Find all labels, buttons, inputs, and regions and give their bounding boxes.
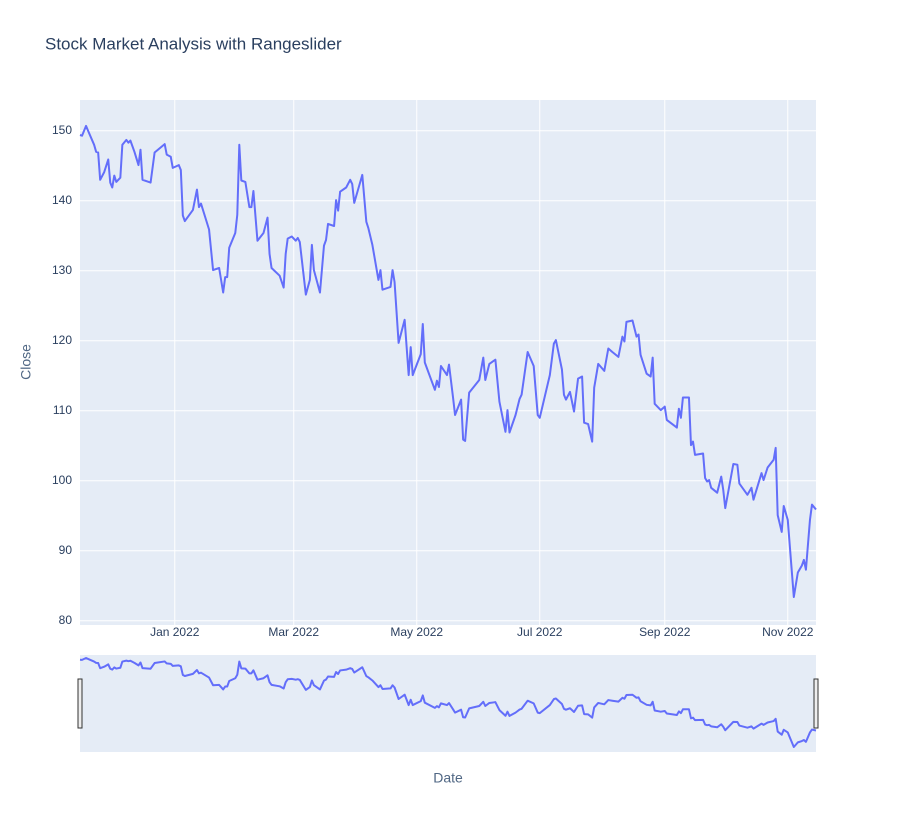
y-tick-label: 100 bbox=[52, 473, 72, 487]
line bbox=[79, 124, 817, 598]
x-tick-label: Jan 2022 bbox=[150, 625, 200, 639]
x-tick-label: Mar 2022 bbox=[268, 625, 319, 639]
y-tick-label: 80 bbox=[59, 613, 73, 627]
y-tick-label: 110 bbox=[53, 403, 72, 417]
rangeslider-handle[interactable] bbox=[77, 678, 83, 729]
rangeslider-line bbox=[79, 657, 817, 748]
y-tick-label: 90 bbox=[59, 543, 73, 557]
x-tick-label: May 2022 bbox=[390, 625, 443, 639]
rangeslider-handle[interactable] bbox=[813, 678, 819, 729]
y-tick-label: 140 bbox=[52, 193, 72, 207]
x-tick-label: Nov 2022 bbox=[762, 625, 814, 639]
chart-title: Stock Market Analysis with Rangeslider bbox=[45, 34, 342, 53]
y-tick-label: 150 bbox=[52, 123, 72, 137]
x-tick-label: Jul 2022 bbox=[517, 625, 563, 639]
x-axis-title: Date bbox=[433, 770, 463, 786]
y-tick-label: 130 bbox=[52, 263, 72, 277]
x-tick-label: Sep 2022 bbox=[639, 625, 691, 639]
y-tick-label: 120 bbox=[52, 333, 72, 347]
y-axis-title: Close bbox=[18, 344, 34, 380]
plot-area bbox=[80, 100, 816, 625]
